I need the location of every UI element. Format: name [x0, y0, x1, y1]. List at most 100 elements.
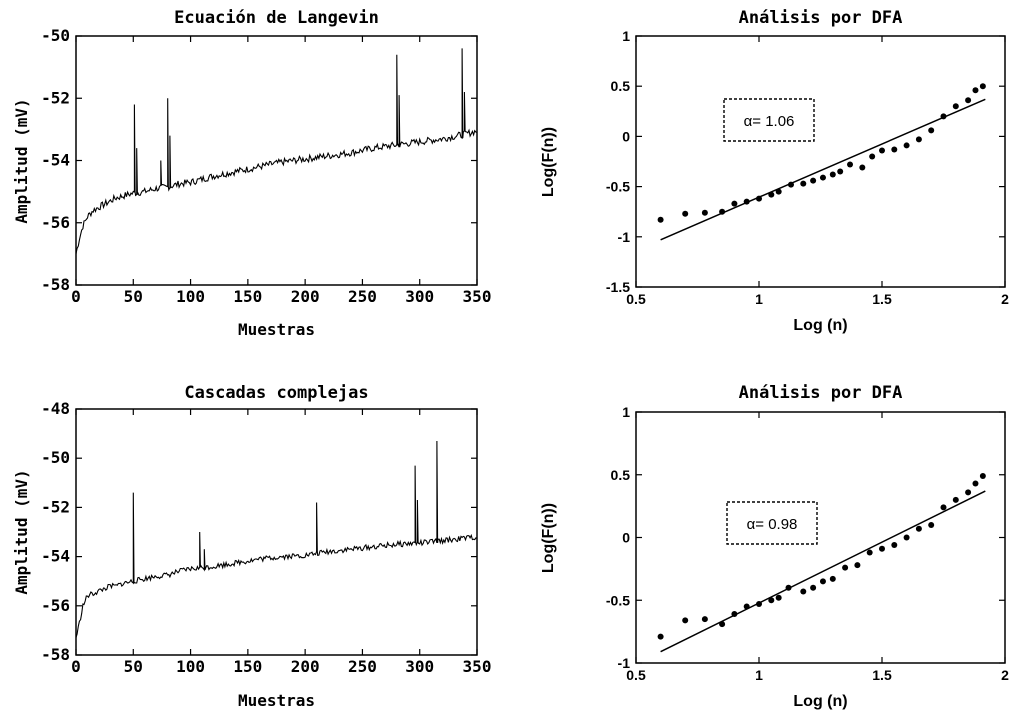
y-tick-label: -1 — [618, 229, 631, 245]
data-point — [657, 216, 664, 223]
x-tick-label: 0 — [71, 657, 81, 676]
data-point — [743, 198, 750, 205]
alpha-annotation-box — [726, 501, 818, 545]
x-tick-label: 300 — [405, 657, 434, 676]
x-tick-label: 2 — [1001, 291, 1009, 307]
y-tick-label: -1.5 — [606, 279, 630, 295]
y-tick-label: -1 — [618, 655, 631, 671]
x-tick-label: 150 — [233, 657, 262, 676]
y-tick-label: 0.5 — [611, 467, 631, 483]
data-point — [952, 103, 959, 110]
y-axis-label: Amplitud (mV) — [12, 98, 31, 223]
y-tick-label: -58 — [41, 275, 70, 294]
y-axis-label: Log(F(n)) — [540, 503, 557, 573]
data-point — [829, 575, 836, 582]
data-point — [972, 87, 979, 94]
y-tick-label: -50 — [41, 448, 70, 467]
x-tick-label: 0.5 — [626, 667, 646, 683]
alpha-annotation: α= 0.98 — [747, 516, 798, 533]
y-tick-label: -48 — [41, 399, 70, 418]
x-tick-label: 0.5 — [626, 291, 646, 307]
data-point — [829, 171, 836, 178]
y-tick-label: -0.5 — [606, 592, 630, 608]
data-point — [731, 200, 738, 207]
data-point — [891, 146, 898, 153]
data-point — [682, 210, 689, 217]
data-point — [768, 191, 775, 198]
data-point — [965, 489, 972, 496]
data-point — [891, 542, 898, 549]
data-point — [979, 473, 986, 480]
x-tick-label: 250 — [348, 287, 377, 306]
data-point — [847, 161, 854, 168]
data-point — [903, 142, 910, 149]
fit-line — [660, 98, 986, 241]
y-axis-label: Log(F(n)) — [540, 127, 557, 197]
x-axis-label: Log (n) — [793, 317, 847, 334]
data-point — [800, 588, 807, 595]
y-tick-label: -58 — [41, 645, 70, 664]
y-tick-label: -52 — [41, 497, 70, 516]
y-axis-label: Amplitud (mV) — [12, 469, 31, 594]
chart-title: Ecuación de Langevin — [174, 8, 379, 28]
y-tick-label: -56 — [41, 213, 70, 232]
data-point — [657, 633, 664, 640]
x-tick-label: 50 — [124, 287, 143, 306]
data-point — [879, 545, 885, 552]
data-point — [719, 621, 726, 628]
data-point — [819, 578, 826, 585]
y-tick-label: -54 — [41, 151, 70, 170]
x-tick-label: 100 — [176, 287, 205, 306]
signal-trace — [75, 48, 478, 255]
data-point — [800, 180, 807, 187]
data-point — [768, 597, 775, 604]
plot-area-frame — [75, 408, 478, 656]
fit-line — [660, 490, 986, 653]
x-tick-label: 200 — [291, 657, 320, 676]
y-tick-label: -52 — [41, 88, 70, 107]
data-point — [915, 525, 922, 532]
x-tick-label: 1 — [755, 291, 763, 307]
data-point — [952, 496, 959, 503]
x-axis-label: Muestras — [238, 320, 315, 339]
data-point — [928, 521, 935, 528]
data-point — [940, 504, 947, 511]
y-tick-label: 0 — [622, 530, 630, 546]
data-point — [701, 616, 708, 623]
data-point — [928, 127, 935, 134]
data-point — [819, 174, 826, 181]
data-point — [743, 603, 750, 610]
data-point — [756, 601, 762, 608]
data-point — [972, 480, 979, 487]
chart-panel-2: Análisis por DFA 0.5 1 1.5 2 -1.5 -1 -0.5 0 0.5 1 L… — [540, 8, 1009, 334]
x-tick-label: 1.5 — [872, 667, 892, 683]
data-point — [903, 534, 910, 541]
plot-area-frame — [635, 411, 1006, 664]
data-point — [879, 147, 885, 154]
data-point — [837, 168, 844, 175]
x-tick-label: 1 — [755, 667, 763, 683]
signal-trace — [75, 440, 478, 638]
y-tick-label: -50 — [41, 26, 70, 45]
alpha-annotation: α= 1.06 — [744, 113, 795, 130]
chart-title: Análisis por DFA — [739, 383, 903, 403]
plot-area-frame — [635, 35, 1006, 288]
data-point — [859, 164, 866, 171]
x-tick-label: 250 — [348, 657, 377, 676]
y-tick-label: 0 — [622, 128, 630, 144]
x-tick-label: 100 — [176, 657, 205, 676]
data-point — [787, 181, 794, 188]
data-point — [940, 113, 947, 120]
x-tick-label: 2 — [1001, 667, 1009, 683]
data-point — [866, 549, 873, 556]
chart-title: Análisis por DFA — [739, 8, 903, 28]
x-tick-label: 350 — [463, 657, 492, 676]
x-axis-label: Muestras — [238, 691, 315, 710]
x-tick-label: 1.5 — [872, 291, 892, 307]
chart-panel-3: Cascadas complejas 0 50 100 150 200 250 300 350 -… — [12, 383, 491, 710]
chart-panel-1: Ecuación de Langevin 0 50 100 150 200 250 300 35… — [12, 8, 491, 339]
data-point — [854, 562, 861, 569]
data-point — [682, 617, 689, 624]
x-tick-label: 200 — [291, 287, 320, 306]
